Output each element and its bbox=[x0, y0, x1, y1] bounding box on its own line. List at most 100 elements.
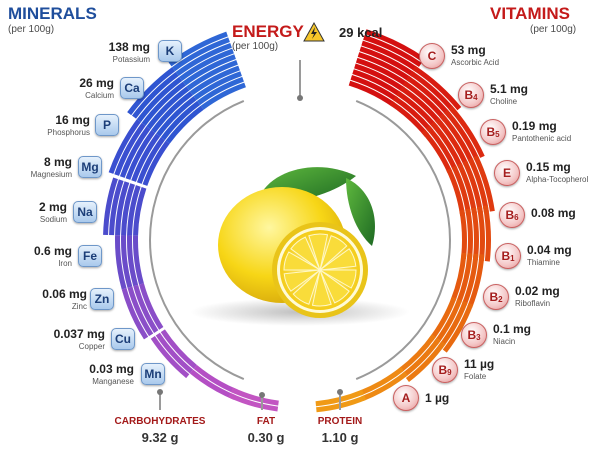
vitamin-bars bbox=[315, 29, 495, 413]
vitamin-bar-segment bbox=[434, 117, 469, 166]
vitamin-bar-segment bbox=[350, 75, 398, 102]
vitamin-amount: 0.08 mg bbox=[531, 206, 576, 220]
vitamin-badge-e: E bbox=[494, 160, 520, 186]
vitamin-bar-segment bbox=[465, 208, 473, 260]
lemon-slice-segment bbox=[318, 248, 357, 271]
fat-label: FAT bbox=[256, 416, 276, 427]
mineral-bar-segment bbox=[141, 81, 186, 126]
vitamin-bar-segment bbox=[442, 303, 474, 353]
mineral-bar-segment bbox=[133, 284, 159, 333]
vitamin-bar-segment bbox=[443, 109, 480, 161]
mineral-bar-segment bbox=[103, 177, 118, 235]
lemon-illustration bbox=[190, 167, 410, 326]
mineral-bar-segment bbox=[168, 31, 228, 67]
connector-arc bbox=[355, 99, 451, 381]
mineral-bar-segment bbox=[146, 86, 190, 130]
vitamin-name: Thiamine bbox=[527, 258, 560, 267]
vitamin-bar-segment bbox=[446, 168, 466, 217]
mineral-bar-segment bbox=[109, 179, 124, 236]
vitamin-badge-b1: B1 bbox=[495, 243, 521, 269]
vitamin-name: Pantothenic acid bbox=[512, 134, 572, 143]
mineral-bar-segment bbox=[136, 76, 183, 123]
connector-dot bbox=[157, 389, 163, 395]
mineral-bar-segment bbox=[119, 126, 151, 178]
minerals-title: MINERALS bbox=[8, 4, 97, 23]
mineral-symbol-zinc: Zn bbox=[90, 288, 114, 310]
mineral-bar-segment bbox=[142, 140, 170, 186]
vitamin-bar-segment bbox=[359, 366, 404, 396]
vitamin-bar-segment bbox=[355, 57, 409, 87]
vitamin-bar-segment bbox=[396, 90, 439, 130]
vitamin-badge-c: C bbox=[419, 43, 445, 69]
vitamin-bar-segment bbox=[405, 75, 453, 118]
vitamin-amount: 0.1 mg bbox=[493, 322, 532, 336]
lemon-slice-segment bbox=[318, 268, 350, 304]
lemon-slice-segment bbox=[318, 269, 357, 289]
mineral-bar-segment bbox=[120, 235, 133, 288]
lemon-slice-segment bbox=[308, 233, 329, 272]
mineral-amount: 0.037 mg bbox=[53, 327, 105, 341]
mineral-name: Potassium bbox=[112, 55, 150, 64]
vitamin-bar-segment bbox=[461, 253, 479, 306]
mineral-bar-segment bbox=[151, 91, 193, 133]
vitamin-bar-segment bbox=[409, 70, 457, 115]
energy-unit: (per 100g) bbox=[232, 41, 279, 52]
vitamin-bar-segment bbox=[448, 105, 485, 158]
vitamin-name: Ascorbic Acid bbox=[451, 58, 500, 67]
lemon-slice-segments bbox=[283, 233, 357, 307]
mineral-name: Magnesium bbox=[30, 170, 72, 179]
mineral-amount: 16 mg bbox=[55, 113, 90, 127]
vitamin-badge-b3: B3 bbox=[461, 322, 487, 348]
mineral-amount: 26 mg bbox=[79, 76, 114, 90]
mineral-bar-segment bbox=[230, 387, 279, 406]
mineral-bar-segment bbox=[165, 105, 204, 144]
connector-arcs bbox=[149, 60, 451, 381]
mineral-bar-segment bbox=[108, 119, 141, 174]
mineral-bar-segment bbox=[131, 133, 161, 182]
mineral-symbol-calcium: Ca bbox=[120, 77, 144, 99]
mineral-bar-segment bbox=[121, 183, 135, 236]
mineral-bar-segment bbox=[189, 65, 240, 96]
mineral-bar-segment bbox=[193, 365, 239, 395]
vitamin-bar-segment bbox=[467, 157, 489, 213]
vitamin-badge-a: A bbox=[393, 385, 419, 411]
vitamin-bar-segment bbox=[439, 113, 474, 163]
vitamin-bar-segment bbox=[476, 206, 485, 261]
vitamin-bar-segment bbox=[399, 85, 443, 126]
mineral-bar-segment bbox=[114, 122, 146, 176]
vitamin-bar-segment bbox=[457, 162, 478, 215]
connector-dot bbox=[297, 95, 303, 101]
vitamin-bar-segment bbox=[361, 371, 408, 401]
vitamin-amount: 0.15 mg bbox=[526, 160, 571, 174]
mineral-name: Sodium bbox=[39, 215, 67, 224]
vitamin-bar-segment bbox=[405, 341, 446, 383]
vitamin-amount: 5.1 mg bbox=[490, 82, 529, 96]
mineral-bar-segment bbox=[115, 235, 127, 290]
mineral-bar-segment bbox=[160, 100, 201, 141]
vitamin-bar-segment bbox=[430, 121, 463, 168]
mineral-bar-segment bbox=[127, 185, 141, 236]
vitamin-bar-segment bbox=[450, 252, 467, 302]
mineral-name: Phosphorus bbox=[47, 128, 90, 137]
protein-value: 1.10 g bbox=[321, 430, 359, 445]
minerals-unit: (per 100g) bbox=[8, 24, 55, 35]
vitamin-amount: 0.19 mg bbox=[512, 119, 557, 133]
lemon-slice-segment bbox=[318, 235, 348, 272]
vitamin-name: Choline bbox=[490, 97, 518, 106]
vitamin-bar-segment bbox=[361, 40, 419, 72]
mineral-symbol-potassium: K bbox=[158, 40, 182, 62]
vitamin-bar-segment bbox=[412, 65, 462, 111]
vitamin-bar-segment bbox=[392, 95, 434, 134]
mineral-amount: 0.06 mg bbox=[42, 287, 87, 301]
mineral-bar-segment bbox=[150, 336, 190, 379]
vitamin-bar-segment bbox=[425, 125, 458, 171]
mineral-amount: 2 mg bbox=[38, 200, 67, 214]
mineral-symbol-copper: Cu bbox=[111, 328, 135, 350]
vitamin-amount: 0.02 mg bbox=[515, 284, 560, 298]
vitamin-bar-segment bbox=[473, 155, 495, 212]
vitamin-badge-b2: B2 bbox=[483, 284, 509, 310]
lemon-slice-segment bbox=[283, 251, 322, 271]
mineral-symbol-iron: Fe bbox=[78, 245, 102, 267]
mineral-bar-segment bbox=[160, 329, 197, 369]
mineral-name: Copper bbox=[78, 342, 105, 351]
